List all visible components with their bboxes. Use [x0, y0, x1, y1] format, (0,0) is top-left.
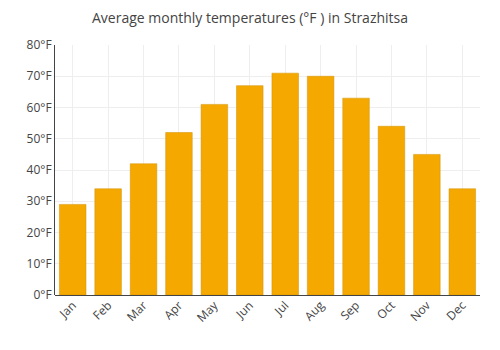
svg-text:80°F: 80°F — [27, 36, 52, 53]
svg-text:Sep: Sep — [336, 297, 363, 324]
svg-text:30°F: 30°F — [27, 192, 52, 209]
svg-text:60°F: 60°F — [27, 99, 52, 116]
svg-text:Aug: Aug — [300, 297, 328, 325]
svg-text:Apr: Apr — [160, 297, 186, 323]
svg-text:Mar: Mar — [123, 297, 151, 325]
svg-text:70°F: 70°F — [27, 67, 52, 84]
svg-text:Average monthly temperatures (: Average monthly temperatures (°F ) in St… — [92, 8, 408, 27]
svg-text:Feb: Feb — [89, 297, 115, 323]
svg-text:Dec: Dec — [442, 297, 469, 324]
svg-text:May: May — [193, 296, 222, 325]
svg-text:50°F: 50°F — [27, 130, 52, 147]
svg-text:Jun: Jun — [231, 297, 256, 322]
svg-text:0°F: 0°F — [33, 286, 51, 303]
svg-text:Jul: Jul — [270, 297, 292, 319]
svg-text:Jan: Jan — [55, 297, 80, 322]
svg-text:Oct: Oct — [373, 297, 399, 323]
svg-text:20°F: 20°F — [27, 224, 52, 241]
svg-text:40°F: 40°F — [27, 161, 52, 178]
svg-text:Nov: Nov — [406, 297, 434, 325]
svg-text:10°F: 10°F — [27, 255, 52, 272]
